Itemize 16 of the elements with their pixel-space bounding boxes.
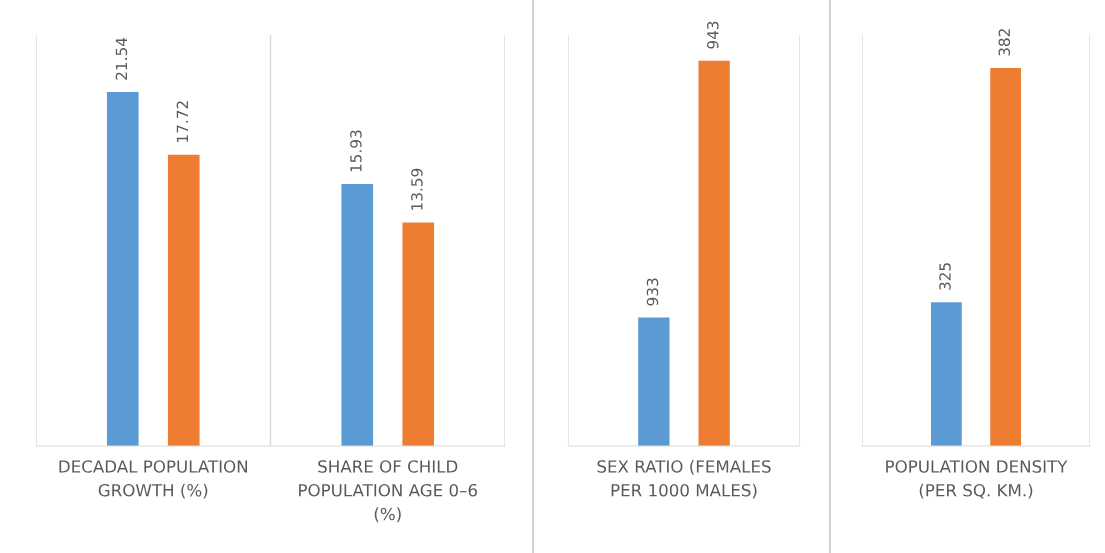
data-label: 13.59 xyxy=(411,168,423,210)
x-tick-label: SEX RATIO (FEMALES PER 1000 MALES) xyxy=(597,459,771,499)
x-tick-label: DECADAL POPULATION GROWTH (%) xyxy=(59,460,248,499)
data-label: 933 xyxy=(646,278,659,306)
data-label: 943 xyxy=(707,21,719,49)
data-label: 15.93 xyxy=(350,130,362,172)
bar xyxy=(106,91,139,446)
bar xyxy=(402,222,435,446)
data-label: 17.72 xyxy=(176,101,188,142)
data-label: 382 xyxy=(998,29,1011,56)
bar xyxy=(341,184,374,446)
x-tick-label: POPULATION DENSITY (PER SQ. KM.) xyxy=(886,460,1068,499)
data-label: 325 xyxy=(939,263,951,290)
data-label: 21.54 xyxy=(115,37,128,80)
bar xyxy=(167,154,200,446)
x-tick-label: SHARE OF CHILD POPULATION AGE 0–6 (%) xyxy=(299,460,477,523)
